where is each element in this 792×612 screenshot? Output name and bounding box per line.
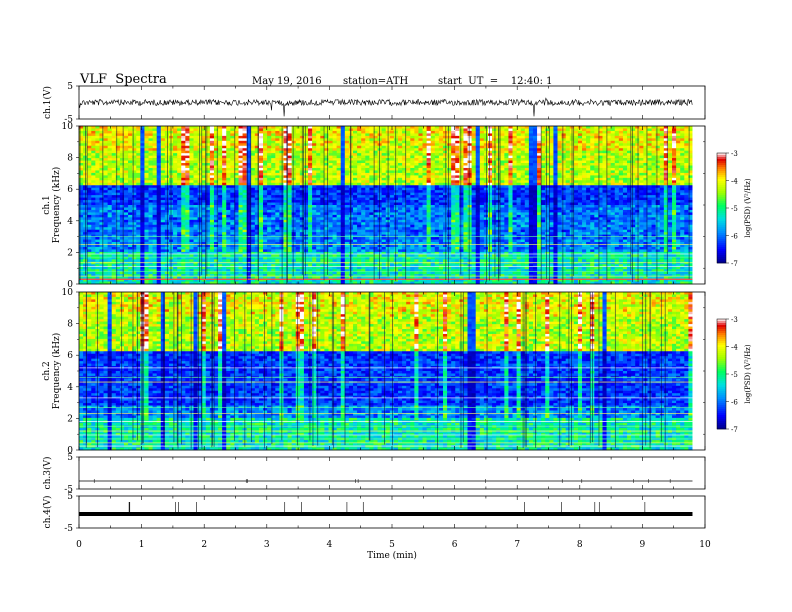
ylabel-channel-ch1: ch.1: [42, 195, 52, 214]
colorbar-tick--5: -5: [731, 371, 738, 379]
ytick-ch2-0: 0: [67, 446, 73, 456]
colorbar-tick--6: -6: [731, 399, 738, 407]
ytick-ch1-2: 2: [67, 248, 73, 258]
waveform-ch1v: [78, 97, 693, 117]
xtick-4: 4: [327, 540, 333, 550]
ytick-ch4v-5: 5: [67, 492, 73, 502]
colorbar-tick--7: -7: [731, 426, 738, 434]
ytick-ch1v--5: -5: [64, 115, 73, 125]
xtick-10: 10: [699, 540, 711, 550]
ytick-ch1-6: 6: [67, 185, 73, 195]
ytick-ch1-0: 0: [67, 280, 73, 290]
ytick-ch2-4: 4: [67, 383, 73, 393]
ylabel-ch1v: ch.1(V): [42, 86, 53, 119]
xtick-0: 0: [76, 540, 82, 550]
xtick-8: 8: [577, 540, 583, 550]
ytick-ch1-4: 4: [67, 217, 73, 227]
xtick-7: 7: [514, 540, 520, 550]
xtick-9: 9: [640, 540, 646, 550]
chart-title: VLF Spectra: [80, 72, 167, 87]
start-time-label: start UT = 12:40: 1: [438, 76, 553, 87]
colorbar-tick--4: -4: [731, 178, 738, 186]
colorbar-tick--3: -3: [731, 150, 738, 158]
ylabel-channel-ch2: ch.2: [42, 361, 52, 380]
colorbar-tick--6: -6: [731, 233, 738, 241]
spectrogram-ch1: [79, 126, 705, 285]
panel-frame-4: [78, 456, 706, 490]
ytick-ch2-10: 10: [62, 288, 74, 298]
xtick-2: 2: [201, 540, 207, 550]
xlabel: Time (min): [367, 550, 417, 561]
date-label: May 19, 2016: [252, 76, 322, 87]
ytick-ch3v-5: 5: [67, 453, 73, 463]
xtick-5: 5: [389, 540, 395, 550]
colorbar-ch1: [716, 152, 729, 264]
waveform-ch3v: [79, 479, 693, 483]
ytick-ch1v-5: 5: [67, 82, 73, 92]
colorbar-label-ch1: log(PSD) (V²/Hz): [744, 178, 752, 237]
colorbar-label-ch2: log(PSD) (V²/Hz): [744, 344, 752, 403]
spectrogram-ch2: [79, 292, 705, 451]
ylabel-frequency-ch1: Frequency (kHz): [51, 167, 62, 244]
ytick-ch3v--5: -5: [64, 485, 73, 495]
colorbar-tick--4: -4: [731, 344, 738, 352]
ylabel-ch3v: ch.3(V): [42, 457, 53, 490]
waveform-ch4v: [79, 502, 693, 516]
ytick-ch2-2: 2: [67, 414, 73, 424]
station-label: station=ATH: [343, 76, 409, 87]
xtick-6: 6: [452, 540, 458, 550]
ytick-ch4v--5: -5: [64, 524, 73, 534]
colorbar-tick--3: -3: [731, 316, 738, 324]
ytick-ch1-8: 8: [67, 154, 73, 164]
ylabel-frequency-ch2: Frequency (kHz): [51, 333, 62, 410]
colorbar-tick--7: -7: [731, 260, 738, 268]
xtick-1: 1: [139, 540, 145, 550]
ytick-ch2-6: 6: [67, 351, 73, 361]
ytick-ch2-8: 8: [67, 320, 73, 330]
ylabel-ch4v: ch.4(V): [42, 496, 53, 529]
ytick-ch1-10: 10: [62, 122, 74, 132]
colorbar-ch2: [716, 318, 729, 430]
xtick-3: 3: [264, 540, 270, 550]
colorbar-tick--5: -5: [731, 205, 738, 213]
